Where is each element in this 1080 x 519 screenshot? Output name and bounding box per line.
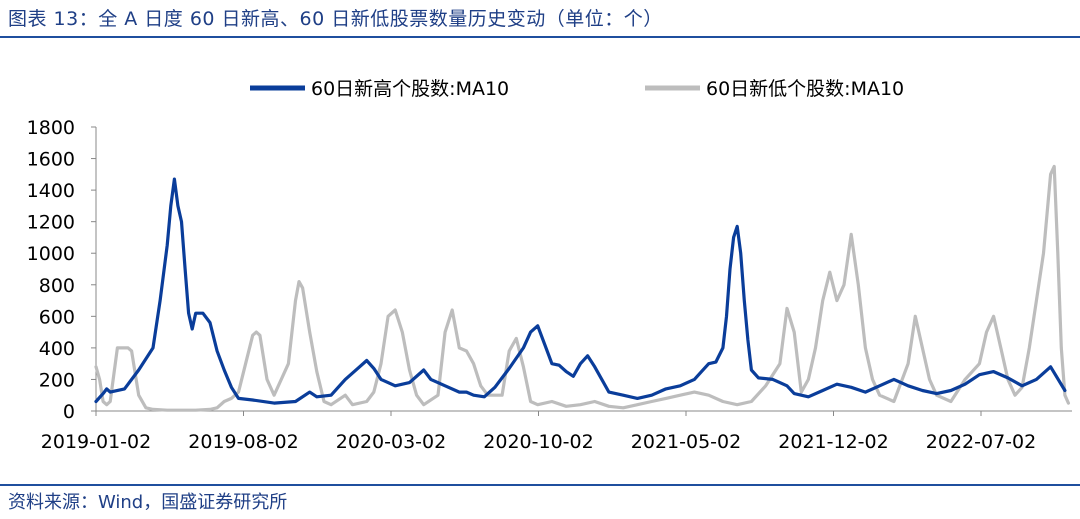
x-tick-label: 2021-12-02 (778, 431, 888, 453)
source-note: 资料来源：Wind，国盛证券研究所 (8, 492, 288, 513)
axes: 0 200 400 600 800 1000 1200 1400 1600 1800 2019-01… (27, 117, 1072, 453)
plot-area (94, 164, 1070, 412)
legend-high-label: 60日新高个股数:MA10 (311, 78, 509, 100)
x-tick-label: 2022-07-02 (926, 431, 1036, 453)
y-tick-label: 600 (39, 306, 75, 328)
x-tick-label: 2021-05-02 (631, 431, 741, 453)
x-tick-label: 2019-01-02 (41, 431, 151, 453)
series-line-low (94, 164, 1070, 412)
legend-low-label: 60日新低个股数:MA10 (706, 78, 904, 100)
y-tick-label: 0 (63, 401, 75, 423)
x-tick-label: 2020-10-02 (483, 431, 593, 453)
y-tick-label: 800 (39, 275, 75, 297)
y-tick-label: 1000 (27, 243, 75, 265)
y-tick-label: 1200 (27, 212, 75, 234)
y-tick-label: 1600 (27, 149, 75, 171)
footer-rule (0, 484, 1080, 486)
chart-title: 图表 13：全 A 日度 60 日新高、60 日新低股票数量历史变动（单位：个） (8, 8, 663, 30)
series-line-high (94, 177, 1067, 405)
title-rule (0, 36, 1080, 38)
y-tick-label: 1400 (27, 180, 75, 202)
y-tick-label: 200 (39, 369, 75, 391)
y-tick-label: 1800 (27, 117, 75, 139)
x-tick-label: 2020-03-02 (336, 431, 446, 453)
y-tick-label: 400 (39, 338, 75, 360)
x-tick-label: 2019-08-02 (188, 431, 298, 453)
legend: 60日新高个股数:MA10 60日新低个股数:MA10 (250, 78, 904, 100)
